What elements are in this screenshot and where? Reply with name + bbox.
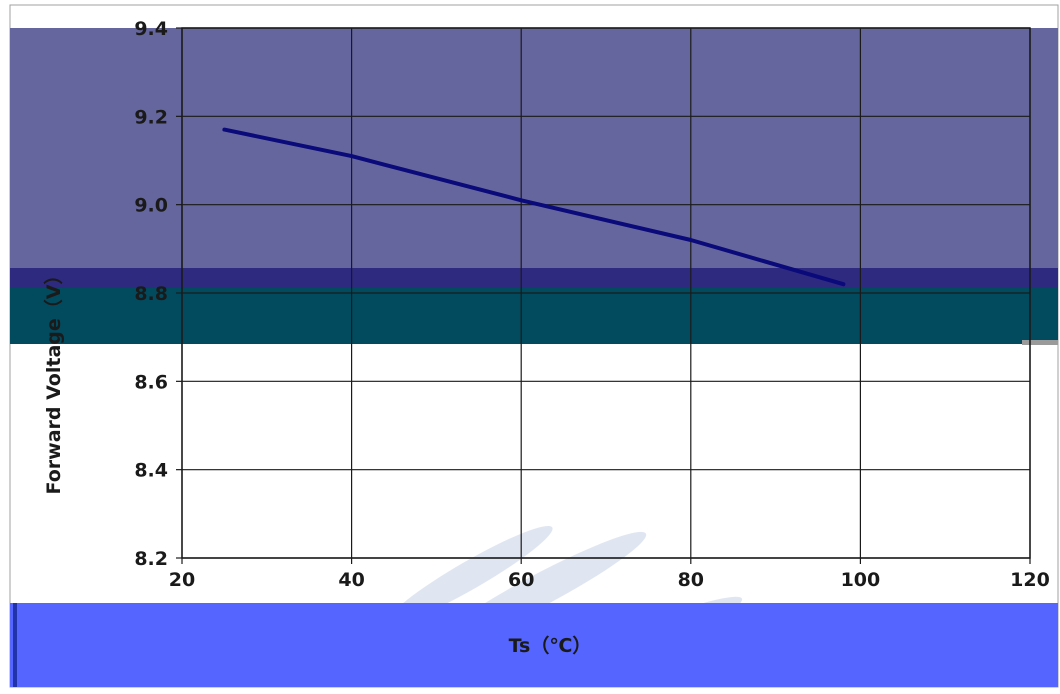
x-tick-label: 40 <box>338 569 364 591</box>
x-tick-label: 120 <box>1010 569 1050 591</box>
y-tick-label: 9.2 <box>134 106 168 128</box>
y-tick-label: 8.8 <box>134 283 168 305</box>
band-bottom-left-stripe <box>13 603 17 687</box>
band-gray-fragment <box>1022 340 1058 345</box>
x-tick-label: 80 <box>678 569 704 591</box>
y-tick-label: 8.2 <box>134 548 168 570</box>
x-tick-label: 100 <box>841 569 881 591</box>
x-tick-label: 20 <box>169 569 195 591</box>
y-tick-label: 8.4 <box>134 460 168 482</box>
x-tick-label: 60 <box>508 569 534 591</box>
x-axis-title: Ts（℃） <box>509 634 592 657</box>
y-axis-title: Forward Voltage（V） <box>42 266 65 495</box>
y-tick-label: 9.0 <box>134 195 168 217</box>
band-top <box>10 28 1058 271</box>
y-tick-label: 8.6 <box>134 371 168 393</box>
y-tick-label: 9.4 <box>134 18 168 40</box>
